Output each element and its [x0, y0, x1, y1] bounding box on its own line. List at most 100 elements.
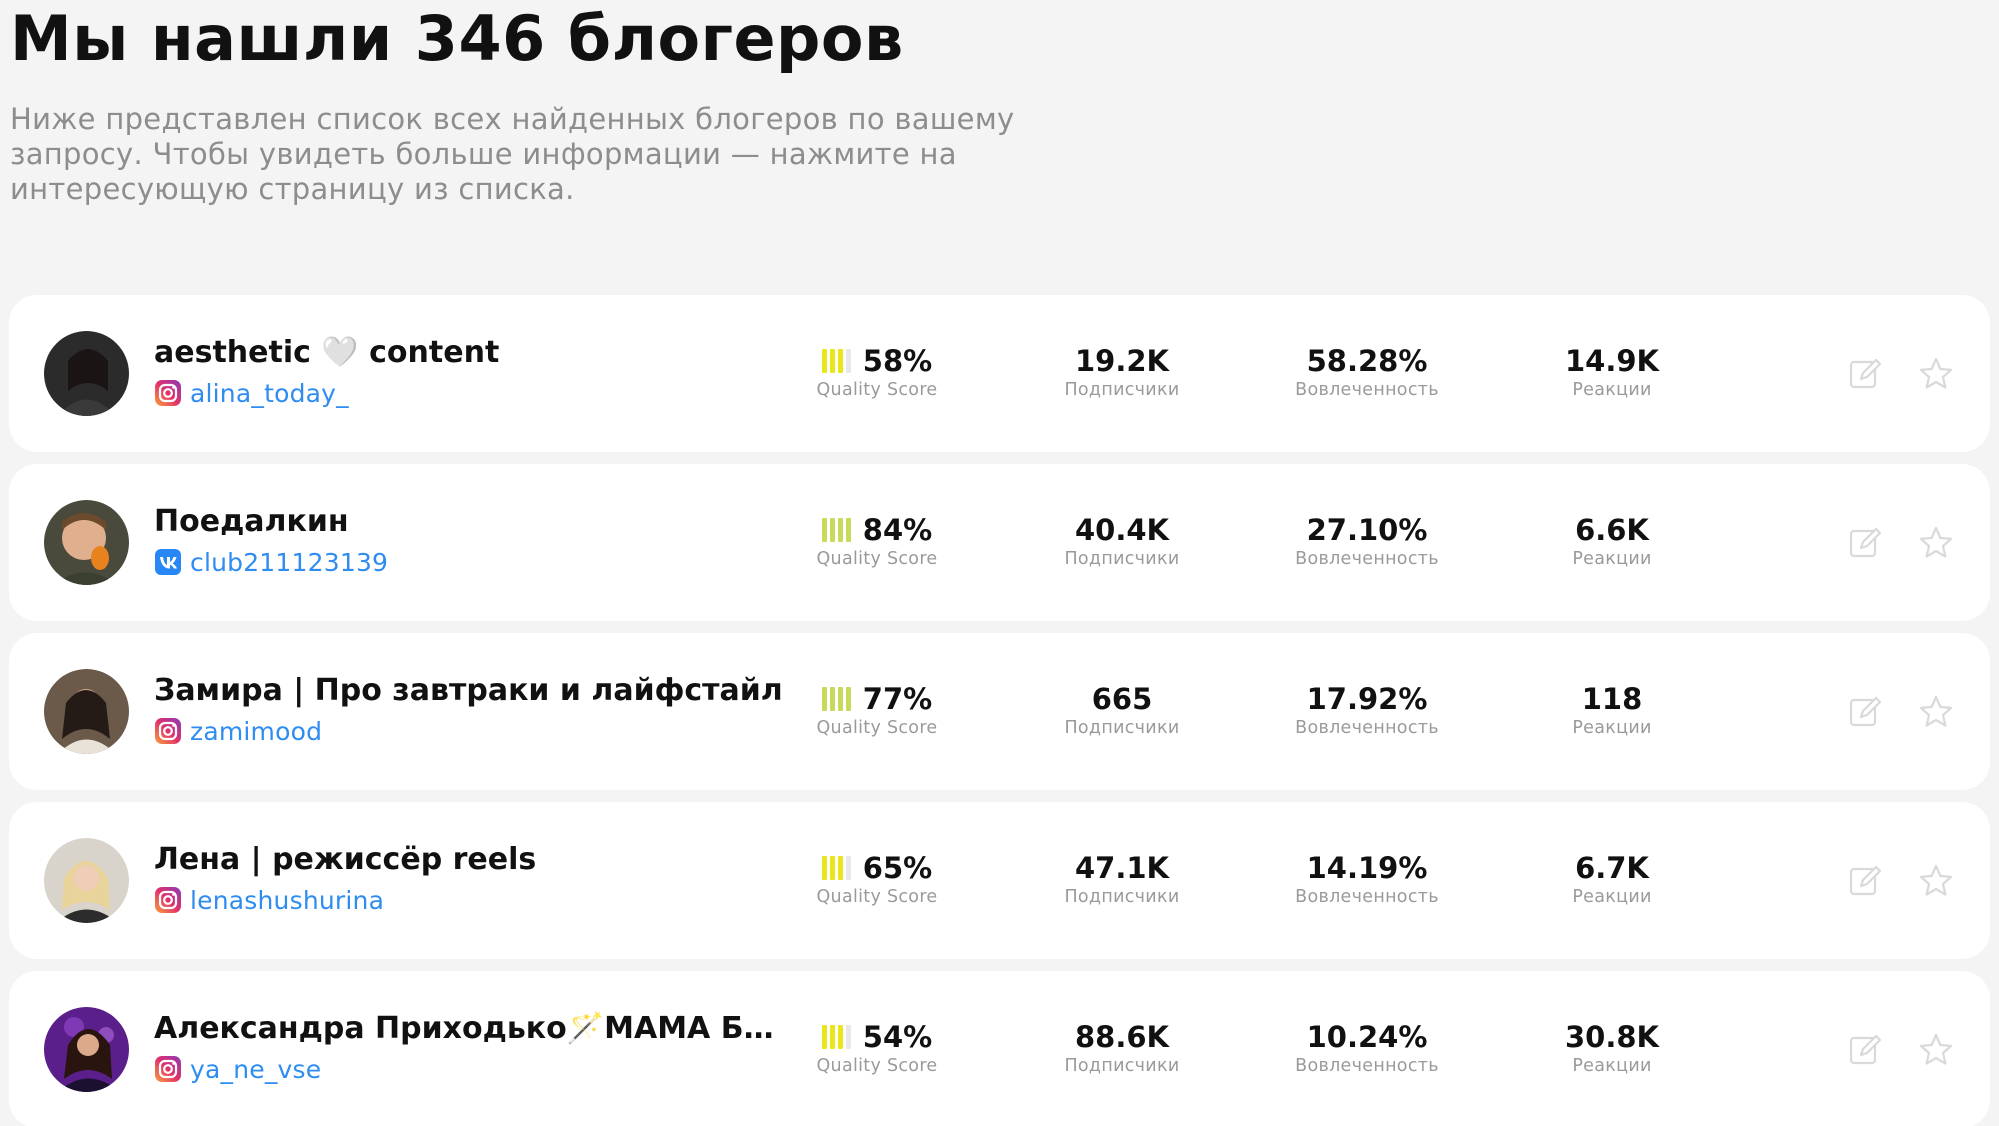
- blogger-name[interactable]: Поедалкин: [154, 504, 349, 539]
- avatar[interactable]: [44, 331, 129, 416]
- edit-icon[interactable]: [1847, 1032, 1883, 1068]
- avatar[interactable]: [44, 500, 129, 585]
- quality-score: 65% Quality Score: [767, 850, 987, 907]
- handle-row: lenashushurina: [154, 884, 384, 916]
- subscribers-label: Подписчики: [1064, 380, 1180, 400]
- quality-score-value: 77%: [862, 682, 933, 716]
- star-icon[interactable]: [1918, 525, 1954, 561]
- engagement-label: Вовлеченность: [1295, 718, 1439, 738]
- page-title: Мы нашли 346 блогеров: [10, 2, 904, 75]
- instagram-icon: [154, 717, 182, 745]
- handle-row: club211123139: [154, 546, 388, 578]
- subscribers-label: Подписчики: [1064, 887, 1180, 907]
- quality-score-value: 84%: [862, 513, 933, 547]
- blogger-card[interactable]: Замира | Про завтраки и лайфстайл zamimo…: [9, 633, 1990, 790]
- subscribers-value: 47.1K: [1074, 851, 1170, 885]
- vk-icon: [154, 548, 182, 576]
- quality-score-label: Quality Score: [816, 1056, 938, 1076]
- reactions-value: 30.8K: [1564, 1020, 1660, 1054]
- reactions-label: Реакции: [1572, 380, 1652, 400]
- subscribers-label: Подписчики: [1064, 1056, 1180, 1076]
- engagement-label: Вовлеченность: [1295, 549, 1439, 569]
- blogger-name[interactable]: Александра Приходько🪄МАМА БЛО...: [154, 1011, 794, 1046]
- blogger-handle-link[interactable]: zamimood: [190, 716, 323, 746]
- reactions-value: 6.7K: [1575, 851, 1649, 885]
- reactions-label: Реакции: [1572, 887, 1652, 907]
- engagement-label: Вовлеченность: [1295, 1056, 1439, 1076]
- quality-score-bars-icon: [821, 1025, 851, 1049]
- reactions: 6.6K Реакции: [1502, 512, 1722, 569]
- handle-row: zamimood: [154, 715, 322, 747]
- blogger-handle-link[interactable]: alina_today_: [190, 378, 349, 408]
- reactions-label: Реакции: [1572, 549, 1652, 569]
- edit-icon[interactable]: [1847, 356, 1883, 392]
- subscribers-value: 19.2K: [1074, 344, 1170, 378]
- subscribers: 19.2K Подписчики: [1012, 343, 1232, 400]
- reactions-label: Реакции: [1572, 1056, 1652, 1076]
- handle-row: alina_today_: [154, 377, 349, 409]
- blogger-handle-link[interactable]: club211123139: [190, 547, 389, 577]
- engagement: 14.19% Вовлеченность: [1257, 850, 1477, 907]
- blogger-card[interactable]: aesthetic 🤍 content alina_today_ 58% Qua…: [9, 295, 1990, 452]
- avatar[interactable]: [44, 838, 129, 923]
- avatar[interactable]: [44, 1007, 129, 1092]
- engagement: 58.28% Вовлеченность: [1257, 343, 1477, 400]
- engagement-label: Вовлеченность: [1295, 887, 1439, 907]
- star-icon[interactable]: [1918, 863, 1954, 899]
- subscribers: 88.6K Подписчики: [1012, 1019, 1232, 1076]
- reactions-value: 6.6K: [1575, 513, 1649, 547]
- blogger-handle-link[interactable]: lenashushurina: [190, 885, 385, 915]
- instagram-icon: [154, 379, 182, 407]
- star-icon[interactable]: [1918, 694, 1954, 730]
- blogger-name[interactable]: Замира | Про завтраки и лайфстайл: [154, 673, 783, 708]
- engagement-value: 10.24%: [1306, 1020, 1428, 1054]
- quality-score-bars-icon: [821, 349, 851, 373]
- quality-score-label: Quality Score: [816, 549, 938, 569]
- quality-score: 54% Quality Score: [767, 1019, 987, 1076]
- instagram-icon: [154, 886, 182, 914]
- reactions-label: Реакции: [1572, 718, 1652, 738]
- engagement-label: Вовлеченность: [1295, 380, 1439, 400]
- quality-score-label: Quality Score: [816, 718, 938, 738]
- engagement-value: 58.28%: [1306, 344, 1428, 378]
- engagement-value: 14.19%: [1306, 851, 1428, 885]
- avatar[interactable]: [44, 669, 129, 754]
- engagement: 27.10% Вовлеченность: [1257, 512, 1477, 569]
- subscribers: 665 Подписчики: [1012, 681, 1232, 738]
- reactions-value: 14.9K: [1564, 344, 1660, 378]
- engagement-value: 27.10%: [1306, 513, 1428, 547]
- reactions: 118 Реакции: [1502, 681, 1722, 738]
- blogger-card[interactable]: Поедалкин club211123139 84% Quality Scor…: [9, 464, 1990, 621]
- quality-score-bars-icon: [821, 687, 851, 711]
- subscribers-value: 40.4K: [1074, 513, 1170, 547]
- blogger-name[interactable]: aesthetic 🤍 content: [154, 335, 500, 370]
- quality-score-value: 65%: [862, 851, 933, 885]
- engagement: 10.24% Вовлеченность: [1257, 1019, 1477, 1076]
- quality-score-bars-icon: [821, 518, 851, 542]
- quality-score-label: Quality Score: [816, 380, 938, 400]
- quality-score-value: 58%: [862, 344, 933, 378]
- subscribers-label: Подписчики: [1064, 718, 1180, 738]
- subscribers-label: Подписчики: [1064, 549, 1180, 569]
- edit-icon[interactable]: [1847, 525, 1883, 561]
- quality-score-bars-icon: [821, 856, 851, 880]
- blogger-name[interactable]: Лена | режиссёр reels: [154, 842, 537, 877]
- instagram-icon: [154, 1055, 182, 1083]
- blogger-handle-link[interactable]: ya_ne_vse: [190, 1054, 322, 1084]
- blogger-card[interactable]: Лена | режиссёр reels lenashushurina 65%…: [9, 802, 1990, 959]
- star-icon[interactable]: [1918, 1032, 1954, 1068]
- quality-score: 58% Quality Score: [767, 343, 987, 400]
- star-icon[interactable]: [1918, 356, 1954, 392]
- blogger-card[interactable]: Александра Приходько🪄МАМА БЛО... ya_ne_v…: [9, 971, 1990, 1126]
- quality-score-label: Quality Score: [816, 887, 938, 907]
- subscribers-value: 88.6K: [1074, 1020, 1170, 1054]
- quality-score: 77% Quality Score: [767, 681, 987, 738]
- reactions: 14.9K Реакции: [1502, 343, 1722, 400]
- reactions-value: 118: [1581, 682, 1643, 716]
- edit-icon[interactable]: [1847, 694, 1883, 730]
- reactions: 30.8K Реакции: [1502, 1019, 1722, 1076]
- edit-icon[interactable]: [1847, 863, 1883, 899]
- subscribers: 47.1K Подписчики: [1012, 850, 1232, 907]
- reactions: 6.7K Реакции: [1502, 850, 1722, 907]
- subscribers: 40.4K Подписчики: [1012, 512, 1232, 569]
